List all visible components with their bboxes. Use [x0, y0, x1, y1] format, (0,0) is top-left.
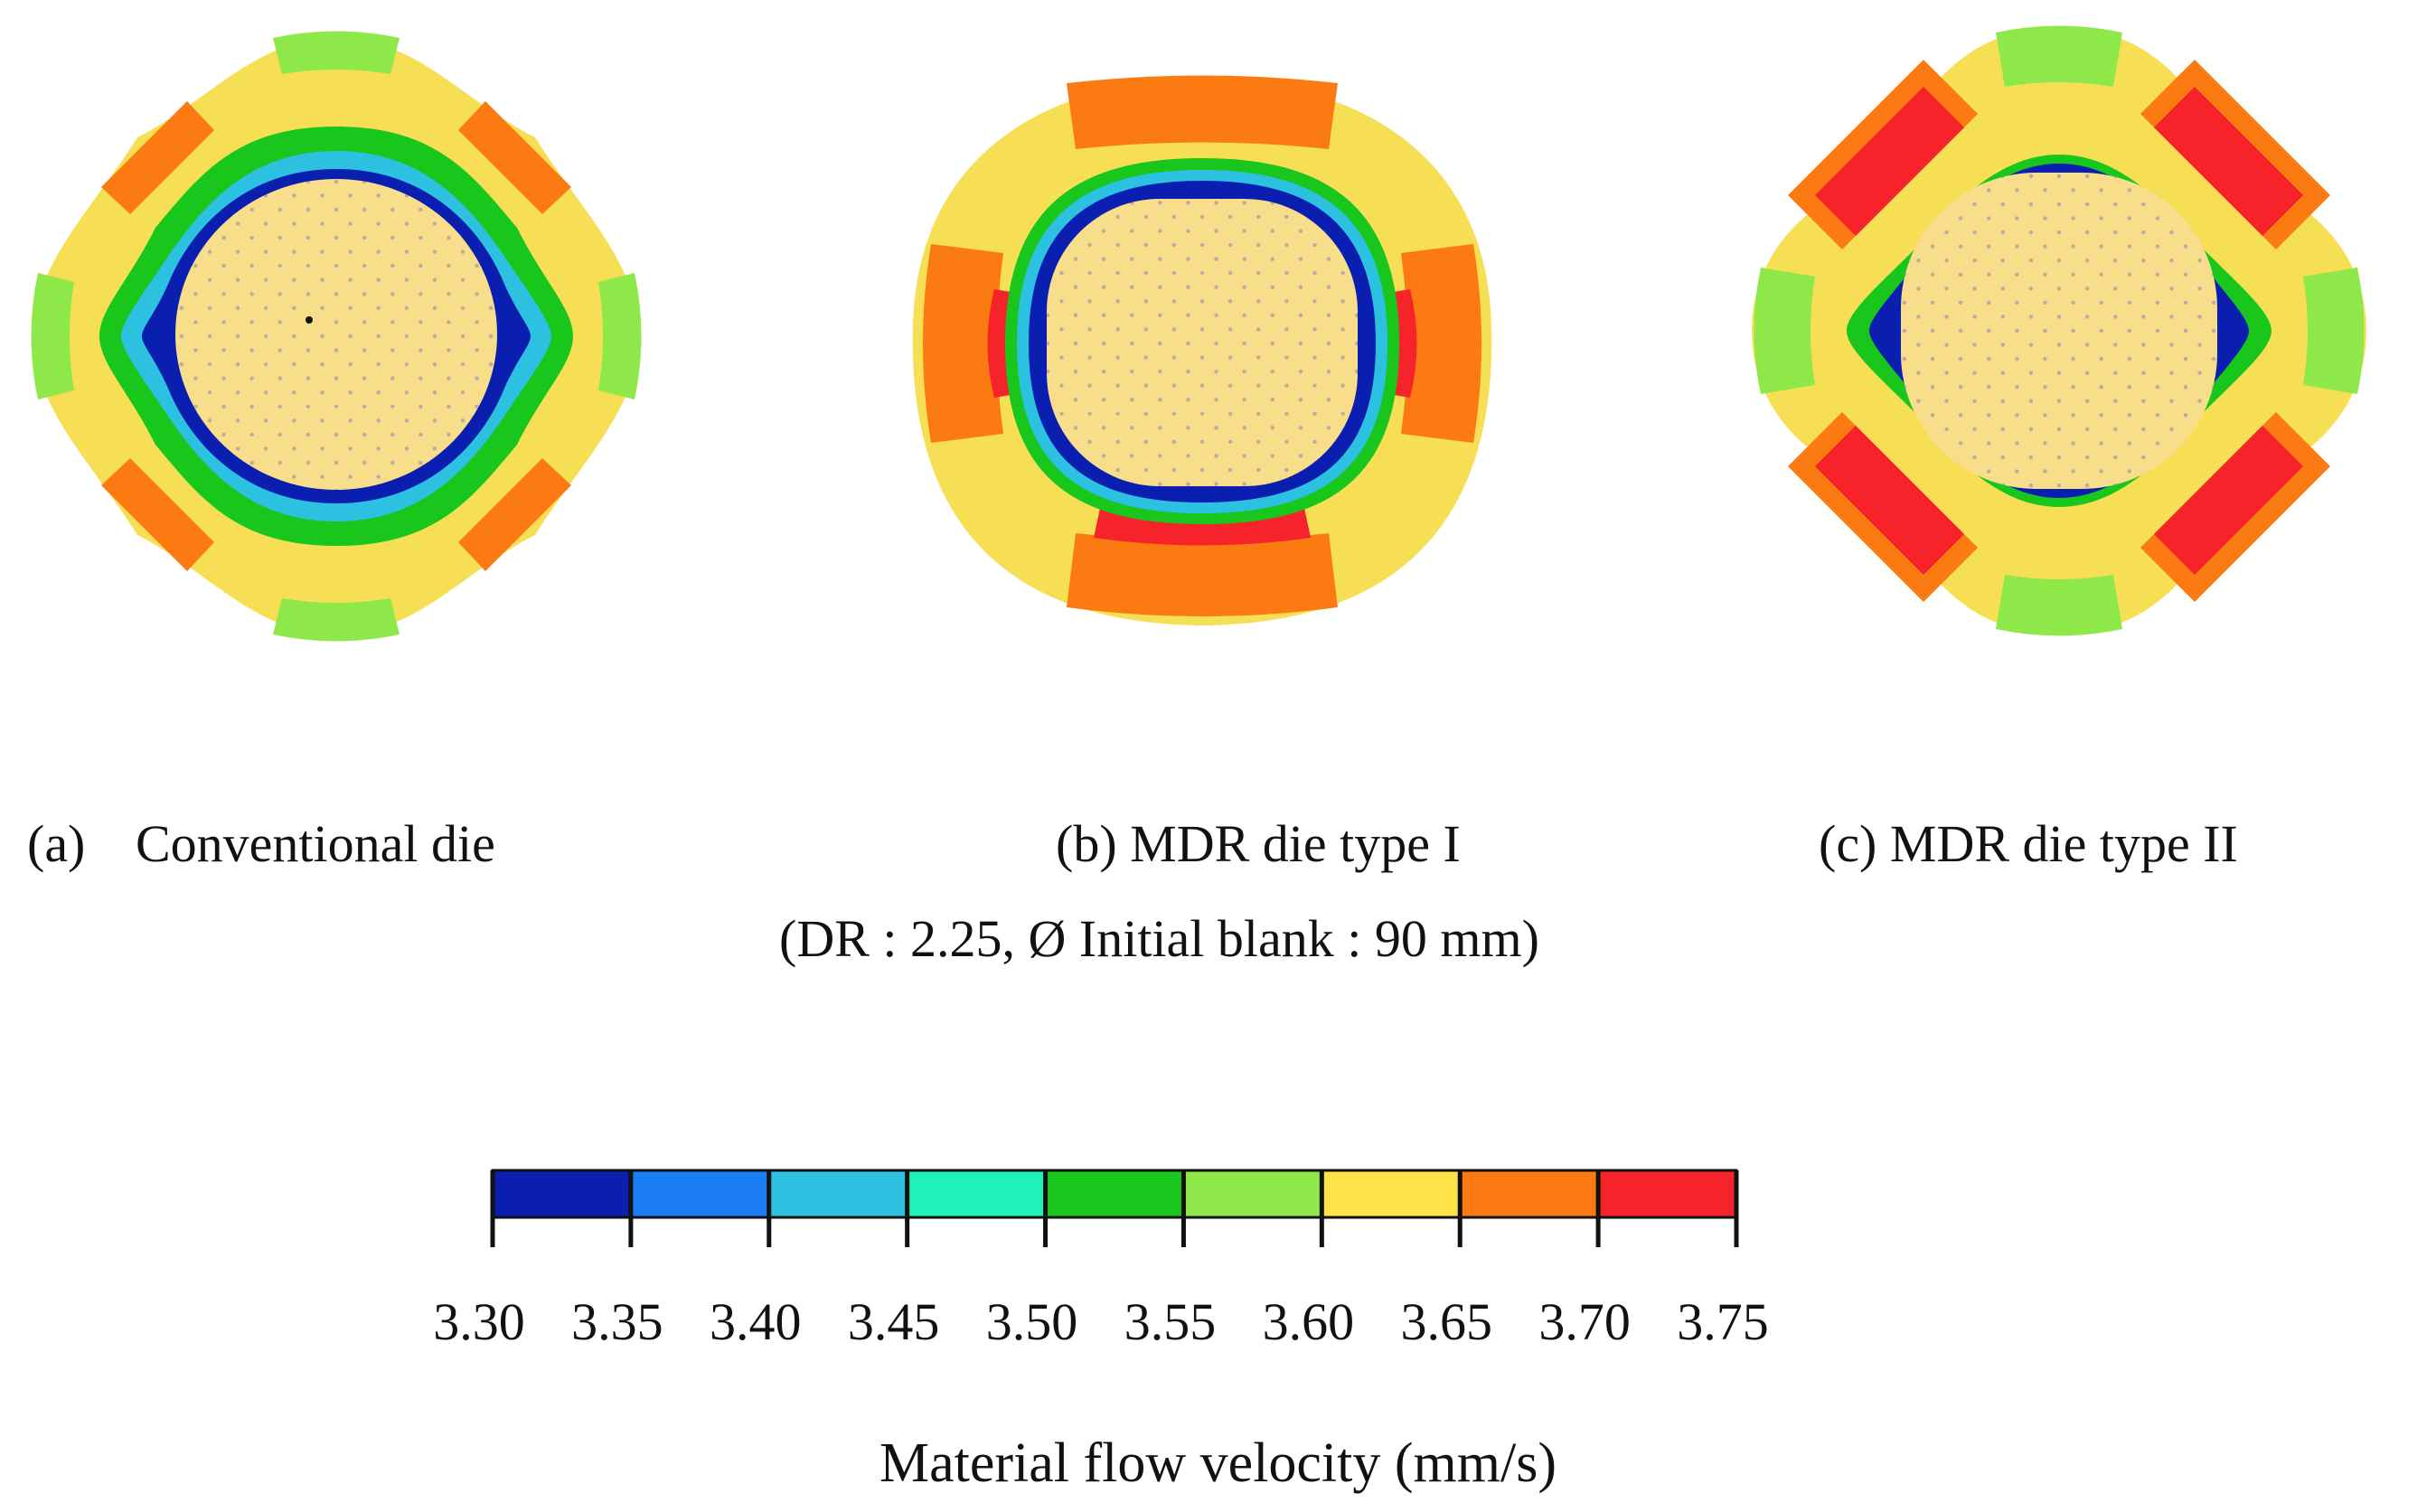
colorbar-swatch	[493, 1170, 631, 1217]
panel-a-mesh-dots	[175, 179, 497, 490]
colorbar-tick-label: 3.30	[433, 1292, 525, 1351]
colorbar-title: Material flow velocity (mm/s)	[879, 1432, 1557, 1494]
panel-a-caption: Conventional die	[136, 814, 495, 873]
colorbar-tick-label: 3.45	[848, 1292, 940, 1351]
panel-a-conventional-die	[31, 31, 642, 642]
colorbar-swatch	[768, 1170, 908, 1217]
colorbar-swatch	[1321, 1170, 1461, 1217]
panel-c-label: MDR die type II	[1889, 814, 2238, 873]
colorbar-tick-label: 3.35	[571, 1292, 663, 1351]
panel-a-orange-bands	[101, 101, 571, 571]
conditions-caption: (DR : 2.25, Ø Initial blank : 90 mm)	[779, 909, 1539, 968]
panel-c-mdr-die-type-2	[1752, 25, 2366, 636]
colorbar-swatch	[1460, 1170, 1599, 1217]
colorbar-swatch	[1045, 1170, 1184, 1217]
colorbar-tick-label: 3.50	[986, 1292, 1078, 1351]
panel-a-mark: (a)	[27, 814, 86, 873]
panel-a-center-node	[306, 316, 313, 324]
colorbar-tick-label: 3.65	[1400, 1292, 1492, 1351]
colorbar-swatch	[1183, 1170, 1322, 1217]
colorbar-tick-label: 3.60	[1263, 1292, 1355, 1351]
colorbar-swatch	[1598, 1170, 1736, 1217]
colorbar-swatch	[630, 1170, 769, 1217]
panel-c-red-lobes	[1815, 87, 2303, 575]
colorbar-tick-label: 3.70	[1538, 1292, 1631, 1351]
panel-c-mesh-dots	[1901, 173, 2217, 489]
colorbar-tick-label: 3.55	[1124, 1292, 1217, 1351]
colorbar-tick-label: 3.40	[710, 1292, 802, 1351]
panel-a-green-lobes	[31, 31, 642, 642]
panel-b-mesh-dots	[1047, 199, 1358, 486]
panel-b-caption: (b) MDR die type I	[1056, 818, 1461, 870]
colorbar-swatch	[907, 1170, 1046, 1217]
panel-b-mdr-die-type-1	[912, 75, 1492, 625]
colorbar: 3.30 3.35 3.40 3.45 3.50 3.55 3.60 3.65 3.70 3.75	[433, 1169, 1769, 1351]
panel-b-label: MDR die type I	[1130, 814, 1461, 873]
panel-b-mark: (b)	[1056, 814, 1117, 873]
panel-b-orange-bands	[923, 75, 1481, 616]
colorbar-tick-label: 3.75	[1677, 1292, 1769, 1351]
panel-c-mark: (c)	[1819, 814, 1877, 873]
panel-c-caption: (c) MDR die type II	[1819, 818, 2238, 870]
panel-c-green-lobes	[1754, 25, 2365, 636]
